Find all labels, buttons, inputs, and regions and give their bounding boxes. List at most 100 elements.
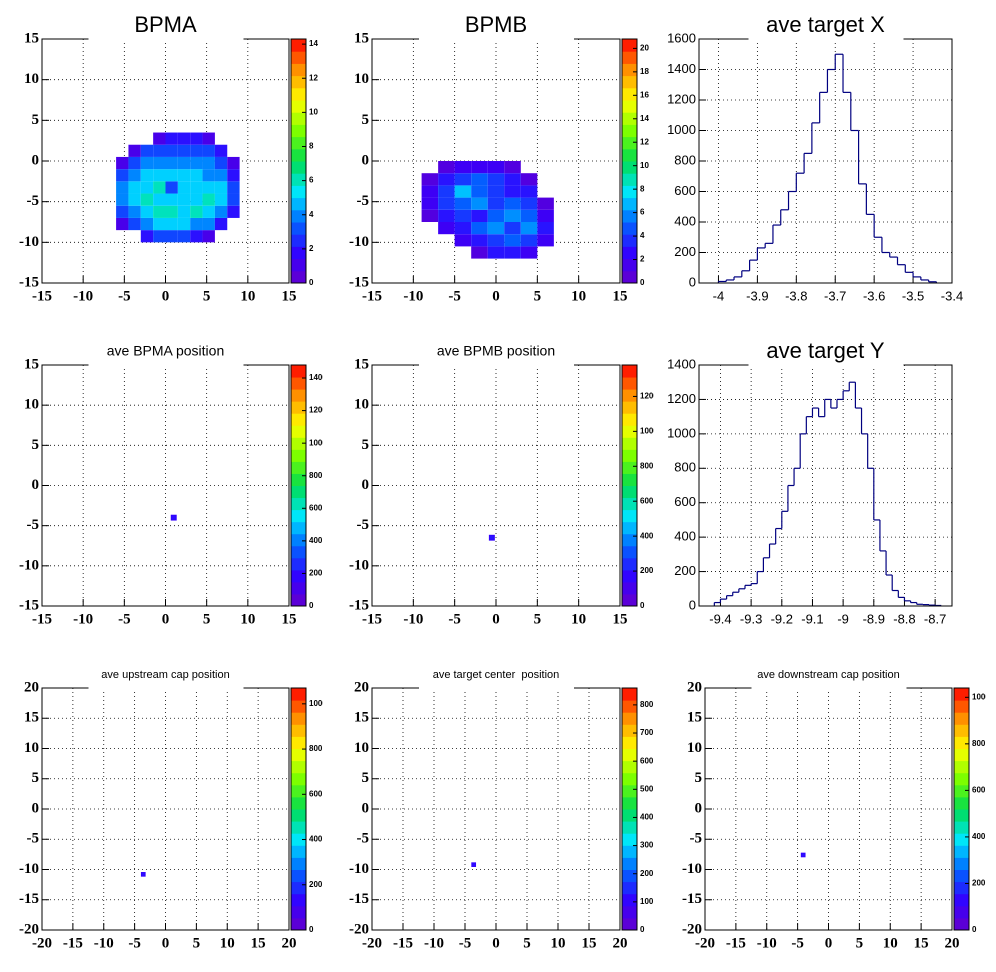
y-tick-label: 0 — [32, 477, 40, 493]
color-bar-frame — [953, 687, 970, 931]
y-tick-label: -10 — [19, 557, 39, 573]
heatmap-cell — [214, 181, 228, 194]
color-bar-frame — [290, 687, 307, 931]
heatmap-cell — [214, 156, 228, 170]
color-axis: 0 200 400 600 800 1000 1200 1400 — [309, 373, 323, 610]
color-tick-label: 800 — [972, 739, 986, 748]
chart-title: ave downstream cap position — [757, 669, 899, 681]
x-tick-label: -5 — [118, 611, 131, 627]
color-bar-band — [622, 401, 637, 414]
x-tick-label: 15 — [582, 935, 597, 951]
color-bar-band — [622, 124, 637, 138]
y-tick-label: 15 — [24, 30, 39, 46]
heatmap-cell — [520, 222, 538, 235]
heatmap-cell — [165, 156, 178, 170]
color-tick-label: 1000 — [309, 699, 327, 708]
color-bar-band — [622, 136, 637, 150]
heatmap-cell — [504, 209, 521, 222]
heatmap-cell — [190, 193, 203, 206]
title-box — [88, 337, 244, 366]
heatmap-cell — [140, 230, 154, 243]
x-tick-label: -9 — [837, 611, 849, 626]
x-tick-label: -15 — [362, 611, 382, 627]
heatmap-cell — [140, 193, 154, 206]
x-tick-label: 15 — [914, 935, 929, 951]
color-tick-label: 6 — [309, 176, 314, 185]
color-bar-band — [622, 258, 637, 272]
y-tick-label: 5 — [32, 770, 40, 786]
y-tick-label: 5 — [362, 437, 370, 453]
heatmap-cell — [177, 181, 191, 194]
heatmap-cell — [128, 193, 141, 206]
y-tick-label: 15 — [354, 710, 369, 726]
color-tick-label: 12 — [309, 73, 318, 82]
color-tick-label: 16 — [640, 90, 649, 99]
color-tick-label: 200 — [972, 879, 986, 888]
x-tick-label: -5 — [448, 611, 461, 627]
color-tick-label: 800 — [309, 471, 323, 480]
color-tick-label: 200 — [640, 869, 654, 878]
y-tick-label: 0 — [32, 152, 40, 168]
heatmap-cell — [190, 144, 203, 157]
chart-title: ave BPMB position — [437, 343, 555, 359]
color-bar-band — [622, 557, 637, 571]
y-tick-label: 5 — [362, 770, 370, 786]
color-bar-band — [622, 449, 637, 462]
color-bar-band — [291, 772, 306, 786]
y-tick-label: 800 — [674, 460, 696, 475]
color-tick-label: 100 — [640, 897, 654, 906]
heatmap-cell — [140, 169, 154, 182]
heatmap-cell — [471, 222, 488, 235]
heatmap-cell — [454, 161, 472, 174]
x-tick-label: 5 — [534, 288, 542, 304]
color-bar-band — [954, 893, 969, 907]
heatmap-cell — [202, 205, 215, 218]
y-tick-label: 5 — [32, 112, 40, 128]
color-bar-band — [622, 736, 637, 749]
x-tick-label: -20 — [362, 935, 382, 951]
color-tick-label: 300 — [640, 841, 654, 850]
heatmap-cell — [537, 197, 554, 210]
heatmap-cell — [165, 132, 178, 145]
x-tick-label: -9.4 — [709, 611, 731, 626]
heatmap-cell — [487, 246, 505, 259]
color-bar-band — [291, 377, 306, 390]
y-tick-label: 1200 — [667, 91, 696, 106]
x-tick-label: 0 — [492, 935, 500, 951]
heatmap-cell — [487, 222, 505, 235]
y-tick-label: -20 — [349, 921, 369, 937]
y-tick-label: -20 — [682, 921, 702, 937]
color-bar-band — [291, 748, 306, 762]
heatmap-cell — [140, 156, 154, 170]
heatmap-cell — [202, 193, 215, 206]
color-tick-label: 0 — [972, 925, 977, 934]
color-bar-band — [291, 857, 306, 870]
y-tick-label: 0 — [362, 800, 370, 816]
color-bar-band — [291, 557, 306, 571]
heatmap-cell — [227, 156, 240, 170]
heatmap-cell — [421, 197, 439, 210]
color-bar-band — [291, 425, 306, 438]
x-tick-label: -3.5 — [902, 288, 924, 303]
heatmap-cell — [140, 872, 146, 877]
title-box — [748, 337, 904, 366]
color-bar-band — [622, 748, 637, 762]
heatmap-cell — [153, 181, 166, 194]
heatmap-cell — [165, 169, 178, 182]
x-tick-label: -15 — [63, 935, 83, 951]
title-box — [88, 11, 244, 40]
y-tick-label: 15 — [24, 710, 39, 726]
panel: -20 -15 -10 -5 0 5 10 15 20-20-15-10-50510152002… — [682, 660, 986, 951]
color-tick-label: 1200 — [640, 392, 658, 401]
y-tick-label: -5 — [27, 831, 40, 847]
y-tick-label: 10 — [24, 740, 39, 756]
x-tick-label: 10 — [220, 935, 235, 951]
y-tick-label: 20 — [354, 679, 369, 695]
x-tick-label: -5 — [448, 288, 461, 304]
title-box — [419, 337, 574, 366]
y-tick-label: -5 — [357, 831, 370, 847]
heatmap-cell — [165, 205, 178, 218]
heatmap-cell — [140, 144, 154, 157]
y-tick-label: -20 — [19, 921, 39, 937]
panel: -15 -10 -5 0 5 10 15 -15 -10 -5 0 5 10 15 0 200 400 600 80… — [349, 337, 658, 627]
